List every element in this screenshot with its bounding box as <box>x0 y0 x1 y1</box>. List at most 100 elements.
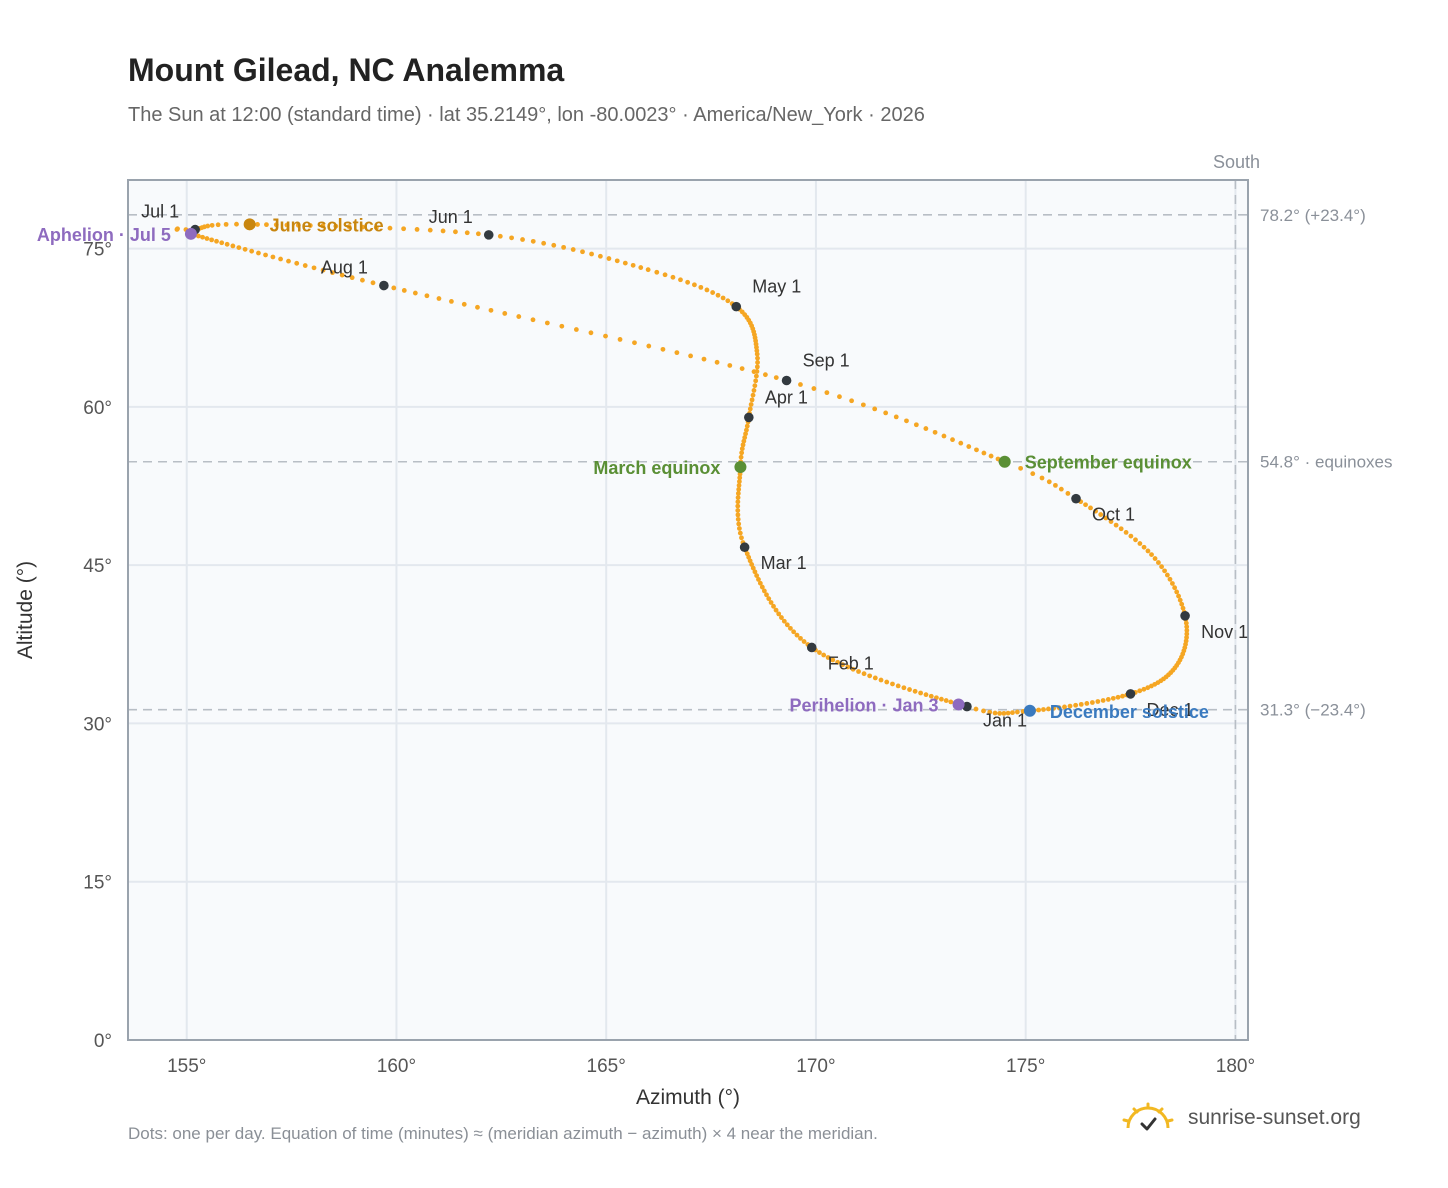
daily-dot <box>932 429 938 435</box>
month-marker-dot <box>1180 611 1190 621</box>
daily-dot <box>1089 700 1095 705</box>
month-marker-label: Nov 1 <box>1201 622 1248 642</box>
daily-dot <box>817 650 822 655</box>
daily-dot <box>1137 688 1143 694</box>
daily-dot <box>264 222 269 228</box>
daily-dot <box>1108 519 1114 524</box>
daily-dot <box>744 427 749 433</box>
daily-dot <box>688 353 693 359</box>
daily-dot <box>204 236 210 241</box>
daily-dot <box>867 673 873 679</box>
daily-dot <box>727 363 733 368</box>
daily-dot <box>754 573 760 578</box>
daily-dot <box>781 618 787 624</box>
daily-dot <box>638 265 644 270</box>
axes: 155° 160° 165° 170° 175° 180° 0° 15° 30° 45° 60° 75… <box>83 240 1255 1077</box>
daily-dot <box>1100 698 1106 703</box>
daily-dot <box>349 275 355 281</box>
daily-dot <box>502 311 508 316</box>
daily-dot <box>779 615 784 620</box>
daily-dot <box>1073 702 1079 708</box>
brand-name: sunrise-sunset.org <box>1188 1106 1361 1129</box>
daily-dot <box>674 350 680 356</box>
daily-dot <box>263 252 268 258</box>
daily-dot <box>414 227 420 232</box>
event-dot <box>998 455 1011 468</box>
y-tick-label: 30° <box>83 714 112 735</box>
daily-dot <box>904 418 909 424</box>
daily-dot <box>401 288 407 293</box>
daily-dot <box>236 245 242 251</box>
daily-dot <box>256 250 261 256</box>
event-label: March equinox <box>593 458 720 478</box>
daily-dot <box>597 253 603 259</box>
daily-dot <box>988 453 994 459</box>
daily-dot <box>497 233 503 239</box>
daily-dot <box>1128 533 1134 539</box>
x-tick-label: 175° <box>1006 1056 1045 1077</box>
daily-dot <box>720 295 726 301</box>
daily-dot <box>749 562 755 567</box>
daily-dot <box>973 706 979 712</box>
daily-dot <box>753 373 759 379</box>
daily-dot <box>440 228 446 234</box>
daily-dot <box>757 580 763 586</box>
daily-dot <box>1141 686 1147 692</box>
daily-dot <box>295 222 301 228</box>
daily-dot <box>223 221 229 227</box>
daily-dot <box>771 603 776 609</box>
daily-dot <box>1051 705 1057 711</box>
daily-dot <box>735 499 741 505</box>
daily-dot <box>588 330 594 336</box>
daily-dot <box>788 625 793 631</box>
daily-dot <box>606 256 612 261</box>
brand[interactable]: sunrise-sunset.org <box>1120 1102 1361 1134</box>
daily-dot <box>884 679 890 685</box>
daily-dot <box>747 406 753 412</box>
daily-dot <box>242 246 248 252</box>
daily-dot <box>850 666 856 672</box>
event-label: December solstice <box>1050 702 1209 722</box>
daily-dot <box>907 687 912 692</box>
daily-dot <box>759 584 765 590</box>
daily-dot <box>196 233 201 239</box>
daily-dot <box>872 406 878 412</box>
daily-dot <box>278 256 283 262</box>
daily-dot <box>811 386 817 391</box>
daily-dot <box>748 402 754 407</box>
event-label: Aphelion · Jul 5 <box>37 225 171 245</box>
daily-dot <box>974 447 979 453</box>
daily-dot <box>739 366 745 371</box>
daily-dot <box>1062 704 1067 710</box>
month-marker-label: Apr 1 <box>765 387 808 407</box>
daily-dot <box>1010 710 1015 716</box>
daily-dot <box>391 285 397 291</box>
daily-dot <box>516 314 522 319</box>
daily-dot <box>736 521 742 527</box>
daily-dot <box>750 565 756 571</box>
daily-dot <box>1172 585 1178 591</box>
daily-dot <box>1084 701 1090 706</box>
daily-dot <box>570 247 576 252</box>
daily-dot <box>1030 471 1036 477</box>
daily-dot <box>743 431 748 437</box>
y-tick-label: 0° <box>94 1031 112 1052</box>
daily-dot <box>662 272 668 278</box>
daily-dot <box>302 263 308 268</box>
daily-dot <box>958 440 964 446</box>
daily-dot <box>234 221 239 227</box>
daily-dot <box>580 249 585 255</box>
daily-dot <box>654 269 660 275</box>
daily-dot <box>913 422 919 428</box>
daily-dot <box>339 272 345 278</box>
daily-dot <box>895 683 901 689</box>
daily-dot <box>311 265 317 271</box>
daily-dot <box>559 323 565 329</box>
daily-dot <box>739 446 745 452</box>
daily-dot <box>997 710 1003 716</box>
daily-dot <box>1148 683 1154 689</box>
x-tick-label: 180° <box>1216 1056 1255 1077</box>
month-marker-dot <box>483 230 494 240</box>
event-markers: June solstice December solstice March equi… <box>37 215 1209 721</box>
daily-dot <box>1018 465 1024 471</box>
